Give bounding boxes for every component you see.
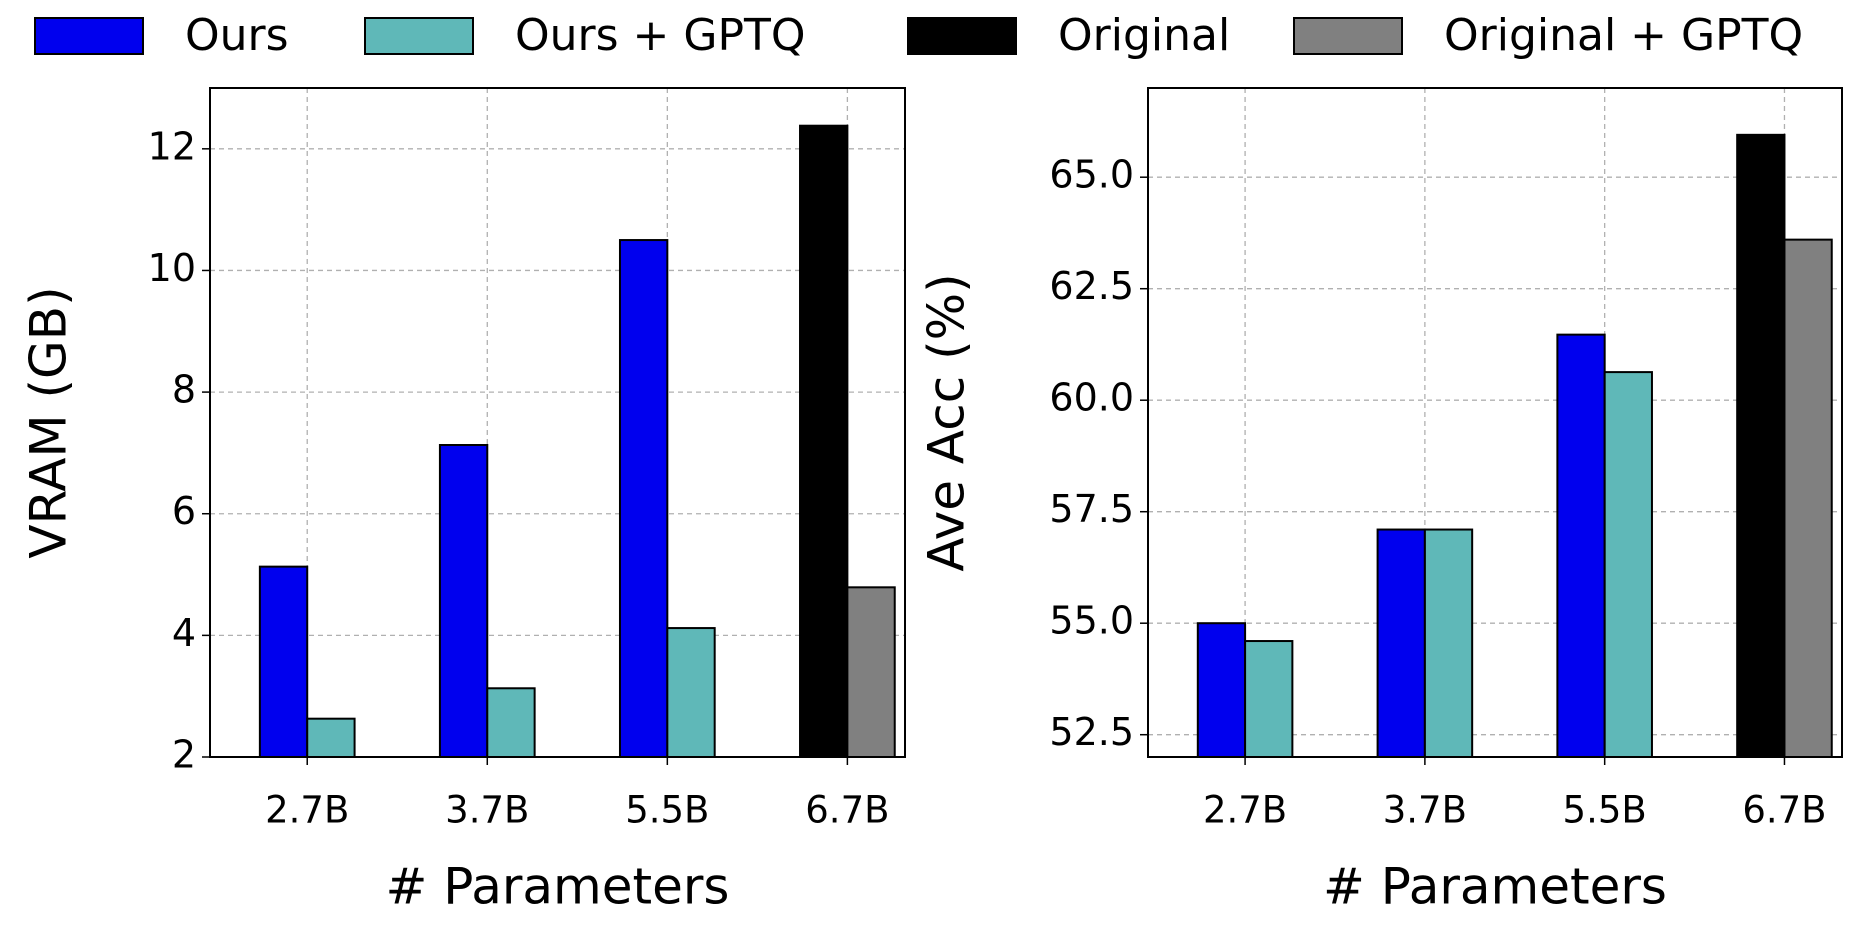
y-tick-label: 57.5	[1049, 487, 1134, 531]
legend-swatch	[907, 17, 1017, 55]
y-tick-label: 65.0	[1049, 153, 1134, 197]
bar	[1196, 622, 1247, 759]
legend-label: Original	[1058, 10, 1230, 61]
x-tick-label: 5.5B	[625, 789, 709, 832]
y-tick-label: 60.0	[1049, 376, 1134, 420]
x-tick-label: 3.7B	[445, 789, 529, 832]
axes-frame	[209, 87, 906, 758]
legend-swatch	[1293, 17, 1403, 55]
bar	[799, 124, 849, 758]
bar	[1376, 528, 1426, 758]
legend-label: Ours + GPTQ	[515, 10, 806, 61]
y-axis-title: Ave Acc (%)	[918, 273, 976, 571]
y-tick-label: 52.5	[1049, 710, 1134, 754]
legend-swatch	[364, 17, 474, 55]
y-tick-label: 2	[172, 733, 196, 777]
bar	[618, 239, 669, 758]
bar	[1244, 640, 1294, 758]
bar	[1736, 133, 1786, 758]
x-axis-title: # Parameters	[1323, 858, 1667, 916]
x-tick-label: 3.7B	[1383, 789, 1467, 832]
legend-swatch	[34, 17, 144, 55]
bar	[306, 717, 356, 759]
legend-label: Original + GPTQ	[1444, 10, 1803, 61]
bar	[1423, 528, 1474, 758]
bar	[258, 565, 309, 759]
y-tick-label: 8	[172, 368, 196, 412]
bar	[1783, 238, 1833, 758]
y-tick-label: 10	[148, 246, 196, 290]
axes-frame	[1147, 87, 1843, 758]
x-tick-label: 6.7B	[1742, 789, 1826, 832]
bar	[486, 687, 536, 758]
y-tick-label: 12	[148, 124, 196, 168]
y-axis-title: VRAM (GB)	[20, 286, 78, 558]
bar	[666, 627, 716, 758]
y-tick-label: 4	[172, 611, 196, 655]
y-tick-label: 62.5	[1049, 264, 1134, 308]
x-tick-label: 2.7B	[265, 789, 349, 832]
y-tick-label: 55.0	[1049, 599, 1134, 643]
bar	[1556, 333, 1606, 758]
bar	[846, 586, 896, 758]
x-tick-label: 6.7B	[805, 789, 889, 832]
legend-label: Ours	[185, 10, 289, 61]
bar	[438, 444, 489, 758]
y-tick-label: 6	[172, 489, 196, 533]
bar	[1603, 371, 1653, 758]
x-tick-label: 5.5B	[1563, 789, 1647, 832]
x-tick-label: 2.7B	[1203, 789, 1287, 832]
x-axis-title: # Parameters	[386, 858, 730, 916]
